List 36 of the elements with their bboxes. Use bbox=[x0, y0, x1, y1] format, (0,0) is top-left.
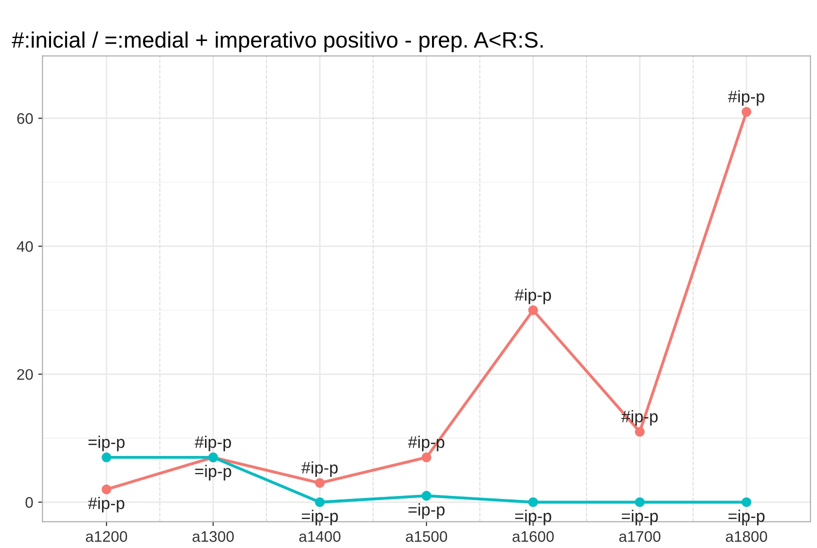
point bbox=[314, 478, 325, 488]
point bbox=[102, 452, 112, 462]
point bbox=[634, 426, 645, 437]
y-tick-label: 40 bbox=[16, 241, 33, 252]
x-tick-label: a1200 bbox=[86, 531, 128, 542]
x-tick-label: a1800 bbox=[726, 531, 768, 542]
x-tick-label: a1700 bbox=[619, 531, 660, 542]
y-tick-label: 0 bbox=[26, 497, 33, 508]
text: =ip-p bbox=[408, 503, 445, 519]
text: #ip-p bbox=[88, 496, 124, 512]
y-tick-label: 60 bbox=[17, 113, 33, 124]
text: =ip-p bbox=[728, 510, 765, 526]
point bbox=[422, 452, 432, 462]
text: #ip-p bbox=[728, 90, 764, 106]
y-tick-label: 20 bbox=[17, 369, 33, 380]
point bbox=[528, 497, 538, 508]
chart-title: #:inicial / =:medial + imperativo positivo - prep. A<R:S. bbox=[12, 31, 543, 52]
point bbox=[422, 490, 432, 501]
x-tick-label: a1500 bbox=[406, 531, 448, 542]
x-tick-label: a1300 bbox=[192, 531, 234, 542]
text: #ip-p bbox=[514, 288, 551, 304]
x-tick-label: a1400 bbox=[299, 531, 340, 542]
text: #ip-p bbox=[301, 461, 338, 477]
x-tick-label: a1600 bbox=[512, 531, 554, 542]
point bbox=[742, 107, 752, 117]
point bbox=[742, 497, 752, 508]
text: =ip-p bbox=[88, 436, 125, 452]
point bbox=[314, 497, 325, 508]
text: #ip-p bbox=[194, 436, 231, 452]
text: =ip-p bbox=[515, 510, 552, 526]
series-label: =ip-p bbox=[195, 464, 232, 480]
point bbox=[528, 305, 538, 316]
text: =ip-p bbox=[622, 510, 658, 526]
text: =ip-p bbox=[302, 510, 338, 526]
point bbox=[634, 497, 645, 508]
point bbox=[102, 484, 112, 494]
